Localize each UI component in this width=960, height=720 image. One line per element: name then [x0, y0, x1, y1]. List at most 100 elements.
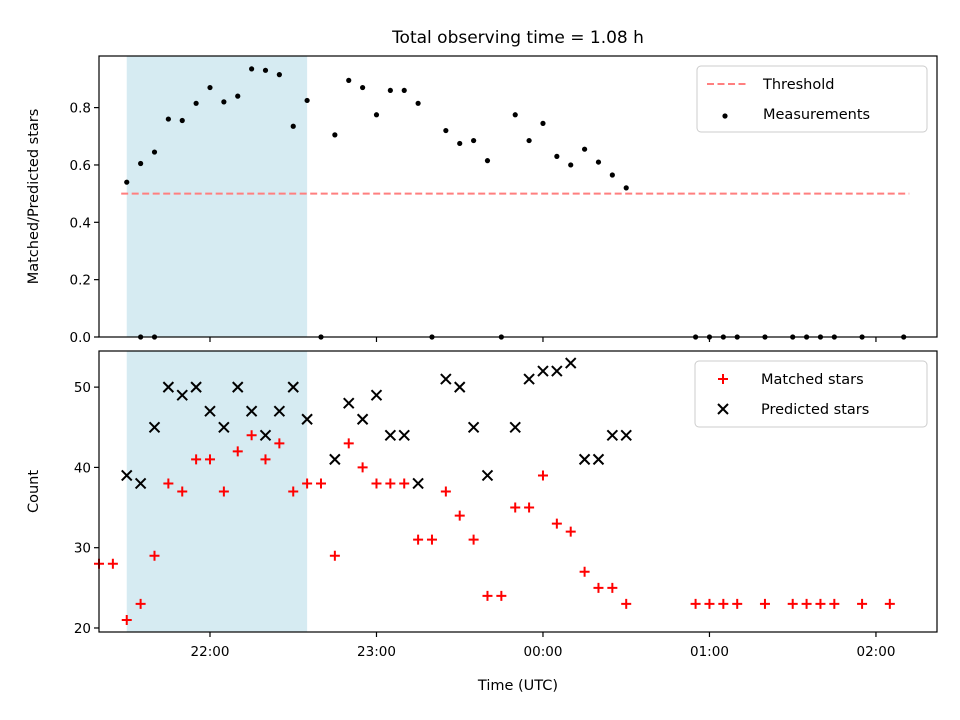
axes-frame	[98, 55, 938, 338]
matched-point	[191, 454, 202, 465]
y-axis-label: Count	[26, 470, 42, 513]
matched-point	[399, 478, 410, 489]
chart-title: Total observing time = 1.08 h	[391, 28, 644, 48]
legend-box	[696, 65, 928, 133]
predicted-point	[148, 421, 161, 433]
y-tick-label: 40	[74, 460, 91, 476]
matched-point	[315, 478, 326, 489]
measurement-point	[346, 77, 352, 83]
matched-point	[579, 566, 590, 577]
measurement-point	[124, 179, 130, 185]
measurement-point	[235, 93, 241, 99]
y-axis-label: Matched/Predicted stars	[26, 109, 42, 285]
predicted-point	[620, 429, 632, 442]
legend-marker-matched	[718, 374, 728, 384]
predicted-point	[398, 429, 410, 442]
legend-box	[694, 360, 928, 428]
matched-point	[704, 598, 715, 609]
measurement-point	[471, 137, 477, 144]
matched-point	[232, 446, 243, 457]
measurement-point	[193, 100, 199, 106]
matched-point	[204, 454, 215, 465]
measurement-point	[138, 160, 144, 167]
y-tick-label: 0.4	[70, 215, 91, 231]
measurement-point	[554, 153, 560, 159]
matched-point	[302, 478, 313, 489]
measurement-point	[360, 84, 366, 91]
predicted-point	[343, 397, 355, 409]
predicted-point	[509, 421, 521, 433]
measurement-point	[401, 87, 407, 94]
measurement-point	[581, 146, 588, 152]
measurement-point	[443, 127, 449, 134]
legend-label: Matched stars	[761, 372, 864, 388]
predicted-point	[370, 389, 383, 401]
measurement-point	[512, 112, 518, 118]
matched-point	[551, 518, 562, 529]
x-tick-label: 00:00	[524, 644, 563, 660]
predicted-point	[481, 469, 494, 482]
matched-point	[690, 598, 701, 609]
bottom-panel: 20 30 40 50 22:00 23:00 00:00 01:00 02:00 Count Ti…	[26, 350, 938, 694]
matched-point	[496, 590, 507, 601]
predicted-point	[259, 429, 272, 442]
predicted-point	[578, 453, 591, 466]
axes-frame	[98, 350, 938, 633]
matched-point	[524, 502, 535, 513]
measurement-point	[387, 87, 393, 94]
top-panel: 0.0 0.2 0.4 0.6 0.8 Matched/Predicted stars Th…	[26, 55, 938, 346]
y-tick-label: 0.8	[70, 101, 91, 117]
matched-point	[149, 550, 160, 561]
legend-label: Threshold	[762, 77, 834, 93]
matched-point	[163, 478, 174, 489]
shaded-interval	[126, 56, 308, 337]
matched-point	[732, 598, 743, 609]
matched-point	[274, 438, 285, 449]
predicted-point	[176, 389, 188, 401]
measurement-point	[249, 66, 255, 72]
matched-point	[288, 486, 299, 497]
measurement-point	[623, 185, 629, 191]
x-tick-label: 23:00	[357, 644, 396, 660]
matched-point	[482, 590, 493, 601]
matched-point	[107, 558, 118, 569]
predicted-point	[121, 469, 133, 482]
matched-point	[454, 510, 465, 521]
matched-point	[884, 598, 895, 609]
legend: Matched stars Predicted stars	[694, 360, 928, 428]
matched-point	[857, 598, 868, 609]
predicted-point	[329, 453, 341, 466]
matched-point	[815, 598, 826, 609]
matched-point	[260, 454, 271, 465]
matched-point	[759, 598, 770, 609]
predicted-point	[565, 357, 577, 369]
y-tick-label: 0.6	[70, 158, 91, 174]
matched-point	[426, 534, 437, 545]
predicted-point	[467, 421, 480, 433]
measurement-point	[373, 112, 380, 118]
legend-marker-predicted	[717, 403, 729, 415]
predicted-point	[162, 381, 175, 393]
predicted-point	[454, 381, 466, 393]
measurement-point	[526, 137, 532, 144]
predicted-point	[606, 429, 619, 442]
legend-label: Measurements	[763, 107, 870, 123]
measurement-point	[332, 132, 338, 138]
matched-point	[329, 550, 340, 561]
measurement-point	[540, 120, 546, 126]
matched-point	[177, 486, 188, 497]
x-tick-label: 22:00	[191, 644, 230, 660]
x-tick-label: 02:00	[857, 644, 896, 660]
matched-point	[371, 478, 382, 489]
y-tick-label: 0.0	[70, 330, 91, 346]
x-tick-label: 01:00	[690, 644, 729, 660]
measurement-point	[484, 158, 491, 164]
measurement-point	[262, 67, 269, 73]
predicted-point	[356, 413, 369, 425]
matched-point	[621, 598, 632, 609]
x-axis-label: Time (UTC)	[477, 678, 558, 694]
matched-point	[413, 534, 424, 545]
matched-point	[829, 598, 840, 609]
matched-point	[787, 598, 798, 609]
